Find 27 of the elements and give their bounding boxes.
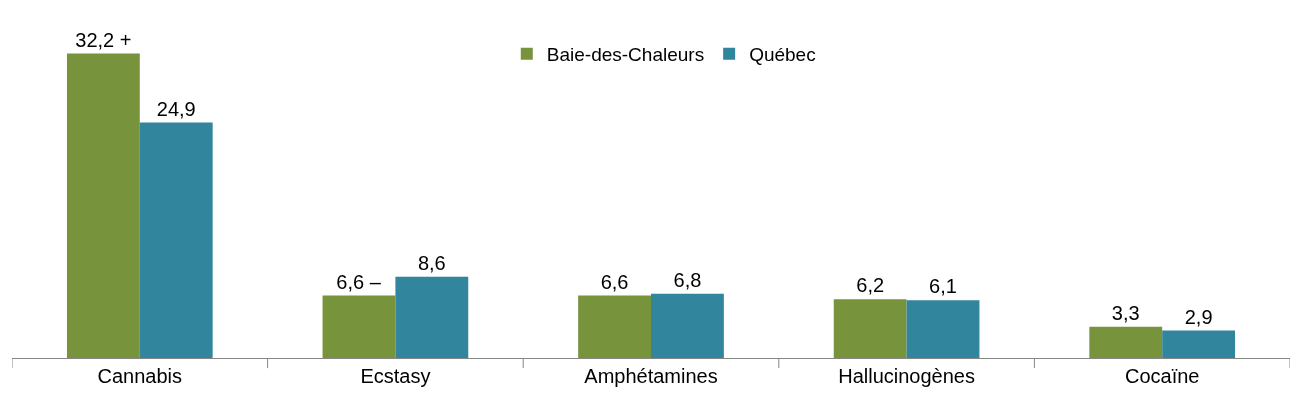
data-label: 6,6 xyxy=(600,270,629,293)
data-label: 6,8 xyxy=(673,268,702,291)
bar xyxy=(322,295,396,358)
bar xyxy=(139,122,213,358)
x-tick-label: Ecstasy xyxy=(360,365,431,387)
bar xyxy=(1089,326,1163,358)
data-label: 32,2 + xyxy=(75,28,132,51)
bar xyxy=(1162,330,1236,358)
bar xyxy=(66,53,140,358)
data-label: 3,3 xyxy=(1111,301,1140,324)
bar xyxy=(651,293,724,358)
legend-label: Québec xyxy=(749,44,816,66)
x-tick-label: Cannabis xyxy=(97,365,183,387)
data-label: 6,6 – xyxy=(336,270,382,293)
data-label: 2,9 xyxy=(1184,305,1213,328)
bar xyxy=(906,300,980,358)
bar xyxy=(395,276,469,358)
x-tick-label: Amphétamines xyxy=(584,365,718,387)
x-tick-label: Hallucinogènes xyxy=(838,365,975,387)
data-label: 8,6 xyxy=(417,251,446,274)
bar xyxy=(833,299,907,358)
bar xyxy=(578,295,651,358)
data-label: 6,1 xyxy=(929,275,957,298)
x-tick-label: Cocaïne xyxy=(1124,365,1200,387)
data-label: 6,2 xyxy=(856,274,885,297)
legend-label: Baie-des-Chaleurs xyxy=(546,44,705,66)
data-label: 24,9 xyxy=(156,97,196,120)
